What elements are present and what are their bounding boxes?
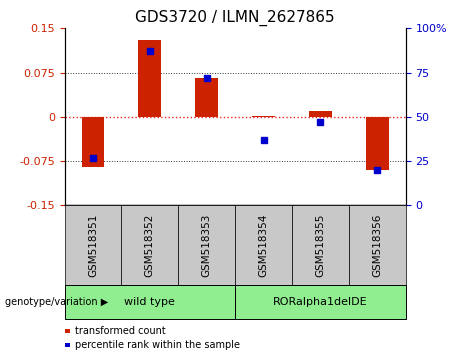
Text: GSM518356: GSM518356 xyxy=(372,213,382,277)
Text: GSM518351: GSM518351 xyxy=(88,213,98,277)
Bar xyxy=(309,111,332,117)
Bar xyxy=(252,116,275,117)
Bar xyxy=(195,79,218,117)
Text: transformed count: transformed count xyxy=(75,326,165,336)
Text: genotype/variation ▶: genotype/variation ▶ xyxy=(5,297,108,307)
Bar xyxy=(366,117,389,170)
Title: GDS3720 / ILMN_2627865: GDS3720 / ILMN_2627865 xyxy=(135,9,335,25)
Bar xyxy=(138,40,161,117)
Text: percentile rank within the sample: percentile rank within the sample xyxy=(75,340,240,350)
Text: RORalpha1delDE: RORalpha1delDE xyxy=(273,297,368,307)
Bar xyxy=(82,117,104,167)
Text: GSM518353: GSM518353 xyxy=(201,213,212,277)
Text: GSM518355: GSM518355 xyxy=(315,213,325,277)
Text: GSM518354: GSM518354 xyxy=(259,213,269,277)
Text: wild type: wild type xyxy=(124,297,175,307)
Text: GSM518352: GSM518352 xyxy=(145,213,155,277)
